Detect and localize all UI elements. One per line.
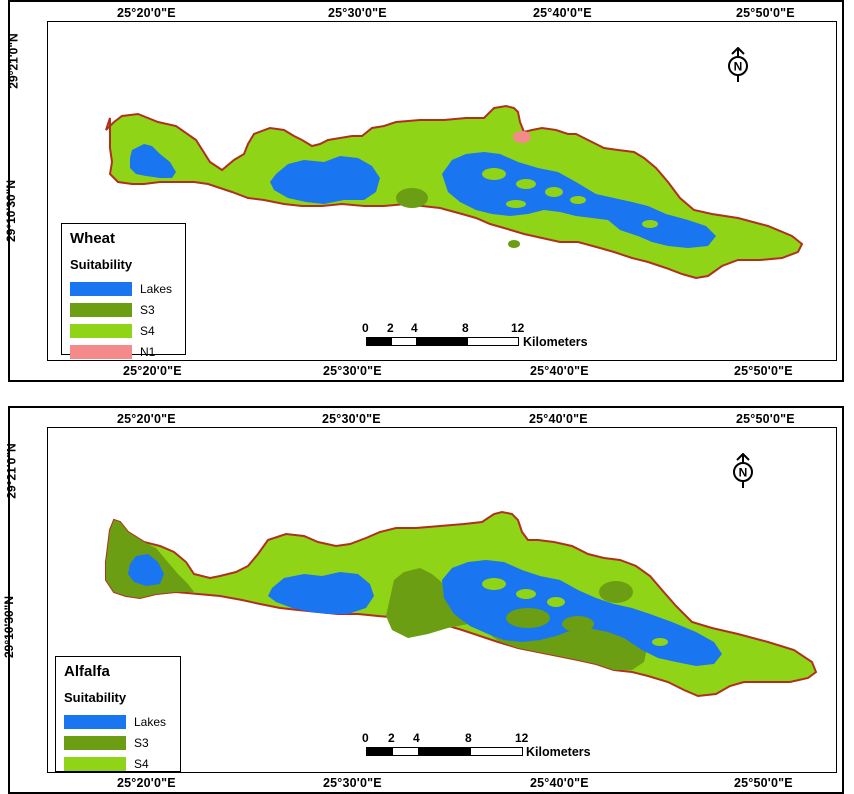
legend-item: S4: [70, 320, 177, 341]
legend-swatch-s3: [64, 735, 126, 750]
legend-label: S4: [134, 756, 149, 771]
scale-tick-label: 0: [362, 731, 369, 745]
bottom-lon-label: 25°20'0"E: [123, 364, 182, 378]
n1-patch: [513, 131, 531, 143]
legend-label: Lakes: [140, 281, 173, 296]
s3-zone-central: [386, 568, 474, 638]
legend-label: N1: [140, 344, 156, 359]
lake-west: [130, 144, 176, 178]
s3-patch: [396, 188, 428, 208]
wheat-map-frame: N Wheat Suitability Lakes S3 S4 N1: [47, 21, 837, 361]
left-lat-label: 29°10'30"N: [4, 179, 19, 243]
s3-small-patch: [508, 240, 520, 248]
legend-item: N1: [70, 341, 177, 362]
north-label: N: [734, 60, 743, 74]
legend-item: S4: [64, 753, 172, 774]
legend-item: Lakes: [70, 278, 177, 299]
left-lat-label: 29°21'0"N: [4, 443, 19, 499]
bottom-lon-label: 25°30'0"E: [323, 776, 382, 790]
scale-unit-label: Kilometers: [526, 745, 591, 759]
wheat-legend: Wheat Suitability Lakes S3 S4 N1: [61, 223, 186, 359]
lake-east-main: [442, 560, 722, 666]
scale-tick-label: 2: [388, 731, 395, 745]
scale-tick-label: 4: [411, 321, 418, 335]
wheat-map-panel: 25°20'0"E 25°30'0"E 25°40'0"E 25°50'0"E …: [4, 0, 844, 382]
alfalfa-suitability-map: [105, 510, 818, 698]
north-label: N: [739, 466, 748, 480]
wheat-suitability-map: [105, 104, 804, 280]
scale-bar: 0 2 4 8 12 Kilometers: [358, 321, 618, 351]
top-lon-label: 25°20'0"E: [117, 6, 176, 20]
top-lon-label: 25°30'0"E: [322, 412, 381, 426]
bottom-lon-label: 25°20'0"E: [117, 776, 176, 790]
bottom-lon-label: 25°30'0"E: [323, 364, 382, 378]
legend-label: S4: [140, 323, 155, 338]
north-arrow-icon: N: [728, 47, 748, 82]
legend-item: Lakes: [64, 711, 172, 732]
legend-swatch-lakes: [70, 281, 132, 296]
s3-patch: [599, 581, 633, 603]
scale-unit-label: Kilometers: [523, 335, 588, 349]
alfalfa-map-panel: 25°20'0"E 25°30'0"E 25°40'0"E 25°50'0"E …: [2, 406, 844, 794]
left-lat-label: 29°21'0"N: [6, 33, 21, 89]
bottom-lon-label: 25°40'0"E: [530, 364, 589, 378]
legend-subtitle: Suitability: [70, 257, 133, 272]
legend-label: S3: [140, 302, 155, 317]
scale-tick-label: 0: [362, 321, 369, 335]
top-lon-label: 25°40'0"E: [533, 6, 592, 20]
top-lon-label: 25°50'0"E: [736, 412, 795, 426]
scale-bar-graphic: [366, 337, 519, 346]
legend-title: Wheat: [70, 230, 115, 247]
lake-central-west: [270, 156, 380, 204]
north-arrow-icon: N: [733, 453, 753, 488]
top-lon-label: 25°50'0"E: [736, 6, 795, 20]
top-lon-label: 25°30'0"E: [328, 6, 387, 20]
bottom-lon-label: 25°50'0"E: [734, 776, 793, 790]
top-lon-label: 25°20'0"E: [117, 412, 176, 426]
legend-item: S3: [64, 732, 172, 753]
legend-swatch-s4: [70, 323, 132, 338]
scale-tick-label: 8: [462, 321, 469, 335]
legend-label: S3: [134, 735, 149, 750]
lake-west: [128, 554, 164, 586]
left-lat-label: 29°10'30"N: [2, 595, 17, 659]
legend-label: Lakes: [134, 714, 167, 729]
legend-item: S3: [70, 299, 177, 320]
scale-tick-label: 8: [465, 731, 472, 745]
legend-swatch-s4: [64, 756, 126, 771]
bottom-lon-label: 25°50'0"E: [734, 364, 793, 378]
alfalfa-legend: Alfalfa Suitability Lakes S3 S4: [55, 656, 181, 772]
scale-tick-label: 4: [413, 731, 420, 745]
top-lon-label: 25°40'0"E: [529, 412, 588, 426]
scale-tick-label: 12: [511, 321, 525, 335]
legend-swatch-s3: [70, 302, 132, 317]
legend-title: Alfalfa: [64, 663, 110, 680]
alfalfa-map-frame: N Alfalfa Suitability Lakes S3 S4 0 2 4: [47, 427, 837, 773]
scale-bar: 0 2 4 8 12 Kilometers: [358, 731, 628, 761]
scale-bar-graphic: [366, 747, 523, 756]
lake-central-west: [268, 572, 374, 614]
legend-swatch-n1: [70, 344, 132, 359]
legend-swatch-lakes: [64, 714, 126, 729]
scale-tick-label: 2: [387, 321, 394, 335]
legend-subtitle: Suitability: [64, 690, 127, 705]
bottom-lon-label: 25°40'0"E: [530, 776, 589, 790]
scale-tick-label: 12: [515, 731, 529, 745]
